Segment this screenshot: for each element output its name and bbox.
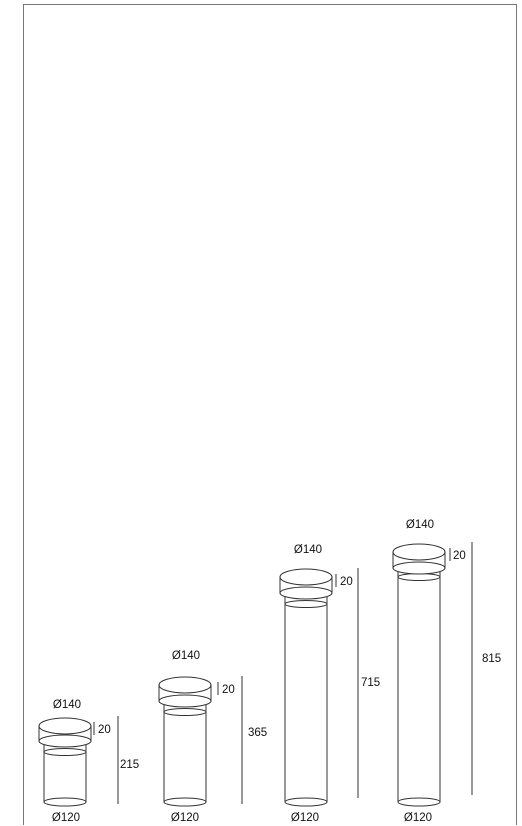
base-diameter-label: Ø120	[171, 812, 199, 824]
base-diameter-label: Ø120	[52, 812, 80, 824]
head-diameter-label: Ø140	[53, 699, 81, 711]
total-height-label: 215	[120, 759, 139, 771]
bollard-body	[392, 543, 446, 807]
head-diameter-label: Ø140	[294, 544, 322, 556]
drawing-frame	[23, 4, 517, 825]
head-height-label: 20	[222, 684, 235, 696]
head-height-label: 20	[98, 724, 111, 736]
head-diameter-label: Ø140	[172, 650, 200, 662]
bollard-variant-3: Ø140 20 715 Ø120	[279, 544, 380, 824]
total-height-label: 715	[361, 677, 380, 689]
base-diameter-label: Ø120	[404, 812, 432, 824]
head-height-label: 20	[340, 576, 353, 588]
head-diameter-label: Ø140	[406, 519, 434, 531]
bollard-body	[158, 676, 212, 807]
bollard-variant-4: Ø140 20 815 Ø120	[392, 519, 501, 824]
bollard-variant-1: Ø140 20 215 Ø120	[38, 699, 139, 824]
bollard-body	[38, 717, 92, 807]
head-height-label: 20	[453, 550, 466, 562]
bollard-body	[279, 568, 333, 807]
bollard-variant-2: Ø140 20 365 Ø120	[158, 650, 267, 824]
total-height-label: 365	[248, 727, 267, 739]
total-height-label: 815	[482, 653, 501, 665]
base-diameter-label: Ø120	[291, 812, 319, 824]
